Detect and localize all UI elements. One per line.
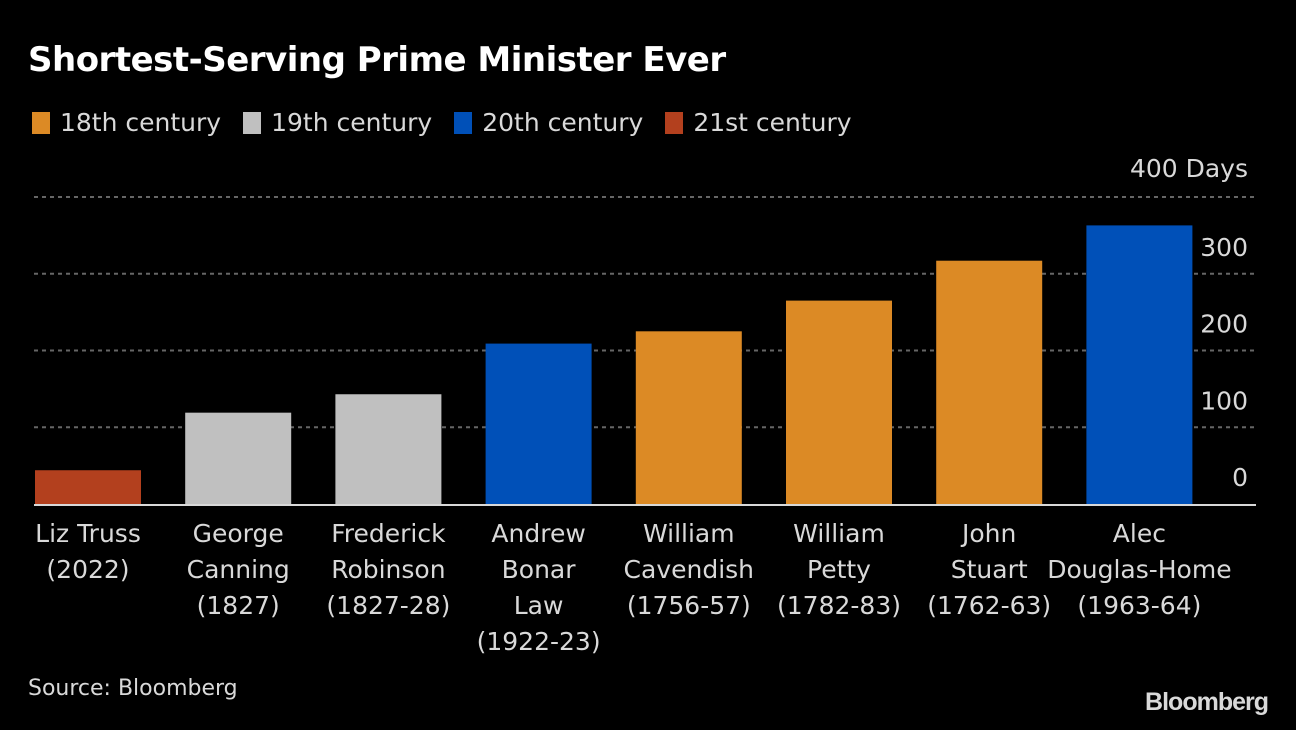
y-tick-label-0: 0 [1232, 463, 1248, 492]
bar-7 [1086, 225, 1193, 504]
category-label-line: Frederick [331, 519, 446, 548]
category-label-line: (1922-23) [477, 627, 601, 656]
legend-swatch-21st [665, 111, 684, 134]
category-label-line: Law [514, 591, 564, 620]
category-label-line: William [643, 519, 735, 548]
category-label-line: Alec [1113, 519, 1166, 548]
bar-1 [185, 412, 292, 504]
legend-label-20th: 20th century [482, 108, 644, 137]
source-note: Source: Bloomberg [28, 676, 238, 701]
category-label-line: (1762-63) [927, 591, 1051, 620]
chart-title: Shortest-Serving Prime Minister Ever [28, 40, 726, 80]
category-label-line: (1756-57) [627, 591, 751, 620]
bar-3 [485, 343, 592, 504]
category-label-line: Petty [807, 555, 871, 584]
legend-item-21st: 21st century [665, 108, 852, 137]
category-label-line: (1963-64) [1077, 591, 1201, 620]
category-label-line: Bonar [502, 555, 577, 584]
category-label-line: Canning [187, 555, 290, 584]
legend-label-18th: 18th century [60, 108, 222, 137]
category-label-line: Cavendish [624, 555, 754, 584]
y-tick-label-400: 400 Days [1130, 154, 1248, 183]
legend-label-19th: 19th century [271, 108, 433, 137]
category-label-6: John Stuart (1762-63) [927, 519, 1051, 620]
legend-swatch-20th [454, 111, 473, 134]
category-label-5: William Petty (1782-83) [777, 519, 901, 620]
category-label-4: William Cavendish (1756-57) [624, 519, 754, 620]
category-label-line: (2022) [46, 555, 129, 584]
category-label-0: Liz Truss (2022) [35, 519, 141, 584]
category-label-line: Liz Truss [35, 519, 141, 548]
legend-item-20th: 20th century [454, 108, 643, 137]
category-label-1: George Canning (1827) [187, 519, 290, 620]
y-tick-label-200: 200 [1200, 310, 1248, 339]
bar-2 [335, 394, 442, 504]
category-label-line: (1782-83) [777, 591, 901, 620]
legend-label-21st: 21st century [693, 108, 852, 137]
category-label-line: Stuart [951, 555, 1028, 584]
legend: 18th century 19th century 20th century 2… [32, 108, 852, 137]
category-label-line: Andrew [491, 519, 585, 548]
bar-0 [35, 470, 141, 504]
bar-4 [635, 331, 742, 504]
legend-swatch-18th [32, 111, 50, 134]
category-label-line: George [193, 519, 284, 548]
legend-item-19th: 19th century [243, 108, 432, 137]
y-tick-label-300: 300 [1200, 233, 1248, 262]
bar-6 [936, 260, 1043, 504]
category-label-3: Andrew Bonar Law (1922-23) [477, 519, 601, 656]
category-label-line: John [960, 519, 1016, 548]
legend-item-18th: 18th century [32, 108, 221, 137]
category-label-2: Frederick Robinson (1827-28) [326, 519, 450, 620]
category-label-line: William [793, 519, 885, 548]
category-label-7: Alec Douglas-Home (1963-64) [1047, 519, 1231, 620]
category-label-line: Robinson [331, 555, 445, 584]
legend-swatch-19th [243, 111, 262, 134]
y-tick-label-100: 100 [1200, 386, 1248, 415]
category-label-line: (1827-28) [326, 591, 450, 620]
bar-5 [786, 300, 892, 504]
category-label-line: (1827) [197, 591, 280, 620]
category-label-line: Douglas-Home [1047, 555, 1231, 584]
bloomberg-logo: Bloomberg [1145, 688, 1269, 716]
